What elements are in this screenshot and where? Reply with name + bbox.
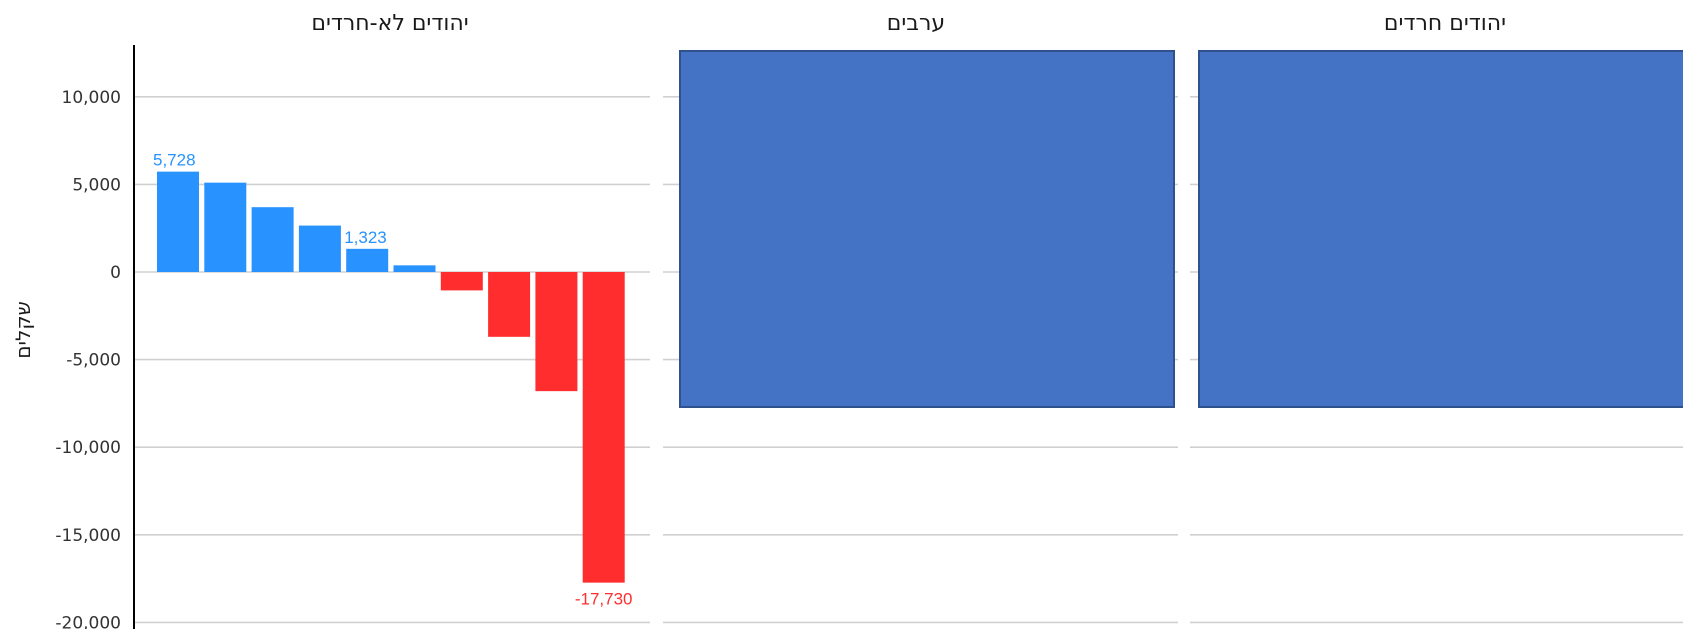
- y-tick-label: -10,000: [55, 438, 121, 458]
- y-tick-label: 10,000: [62, 88, 121, 108]
- bars-layer: [157, 171, 625, 583]
- y-tick-label: -5,000: [66, 351, 121, 371]
- data-label: 5,728: [153, 151, 196, 170]
- overlay-layer: [679, 50, 1683, 408]
- axis-layer: 10,000 5,000 0 -5,000 -10,000 -15,000 -20,000: [55, 45, 135, 629]
- bar: [582, 272, 625, 583]
- panel-title-1: יהודים לא-חרדים: [311, 11, 468, 36]
- panel-title-3: יהודים חרדים: [1384, 11, 1506, 36]
- label-layer: 5,728 1,323 -17,730: [153, 151, 633, 609]
- panel-title-2: ערבים: [887, 11, 945, 36]
- data-label: -17,730: [575, 590, 633, 609]
- overlay-block-panel-3: [1198, 50, 1683, 408]
- bar: [393, 265, 436, 272]
- y-tick-label: -15,000: [55, 526, 121, 546]
- bar: [157, 171, 199, 272]
- y-tick-label: 5,000: [72, 175, 121, 195]
- y-tick-label: 0: [110, 263, 121, 283]
- bar: [346, 248, 389, 272]
- bar: [535, 272, 578, 392]
- bar: [488, 272, 531, 337]
- overlay-block-panel-2: [679, 50, 1175, 408]
- bar: [204, 182, 247, 272]
- data-label: 1,323: [344, 228, 387, 247]
- y-axis-label: שקלים: [11, 301, 35, 358]
- bar: [298, 225, 341, 272]
- bar: [251, 207, 294, 272]
- y-tick-label: -20,000: [55, 613, 121, 629]
- bar: [440, 272, 483, 291]
